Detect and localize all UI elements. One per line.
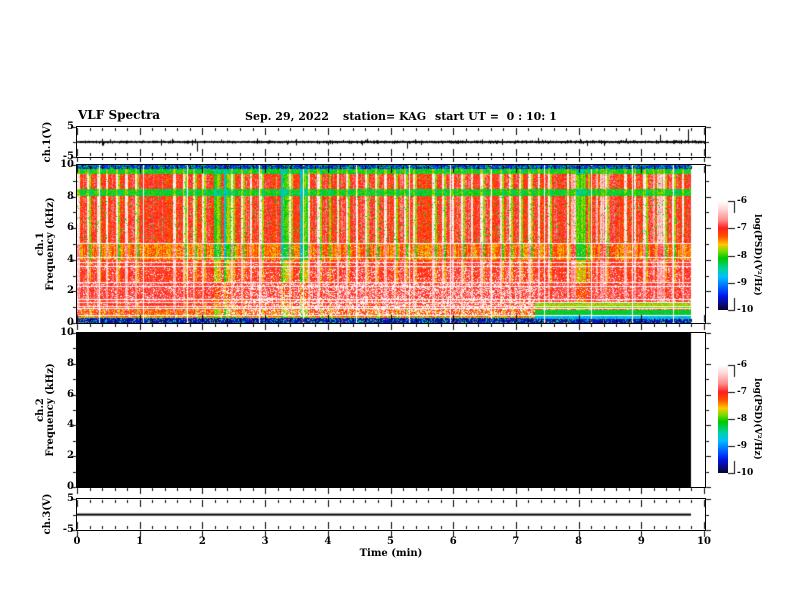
vlf-spectra-figure: VLF Spectra Sep. 29, 2022 station= KAG s… xyxy=(0,0,792,612)
axis-ticks-canvas xyxy=(0,0,792,612)
